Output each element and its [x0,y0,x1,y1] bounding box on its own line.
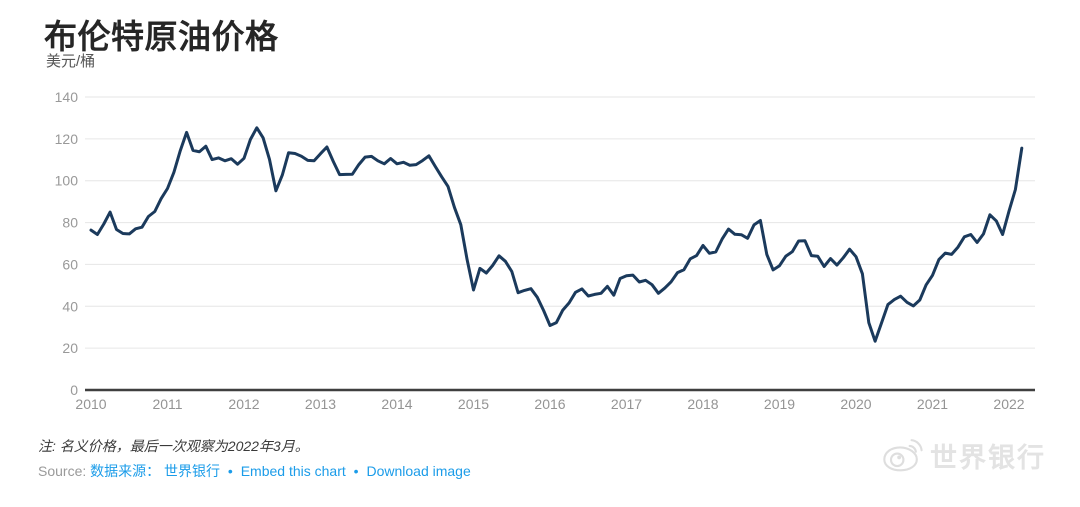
source-line: Source: 数据来源： 世界银行 • Embed this chart • … [38,461,471,481]
watermark-text: 世界银行 [930,443,1046,473]
x-axis-label: 2022 [993,396,1024,412]
y-axis-label: 100 [55,173,79,189]
price-line [89,126,1024,343]
link-separator: • [227,463,233,479]
download-image-link[interactable]: Download image [366,463,471,479]
x-axis-label: 2019 [764,396,795,412]
embed-chart-link[interactable]: Embed this chart [240,463,346,479]
x-axis-label: 2012 [228,396,259,412]
x-axis-label: 2014 [381,396,412,412]
x-axis-label: 2021 [917,396,948,412]
x-axis-label: 2013 [305,396,336,412]
watermark: 世界银行 [880,436,1046,475]
x-axis-label: 2017 [611,396,642,412]
weibo-icon [883,438,923,471]
y-axis-label: 140 [55,89,79,105]
x-axis-label: 2011 [152,396,182,412]
x-axis-label: 2015 [458,396,489,412]
page-title: 布伦特原油价格 [44,18,279,55]
y-axis-label: 40 [62,298,78,314]
link-separator: • [353,463,359,479]
y-axis-label: 20 [62,340,78,356]
chart-note: 注: 名义价格，最后一次观察为2022年3月。 [38,438,309,454]
x-axis-label: 2020 [840,396,871,412]
x-axis-label: 2018 [687,396,718,412]
x-axis-label: 2010 [75,396,106,412]
y-axis-label: 0 [70,382,78,398]
source-label: Source: [38,463,87,479]
x-axis-label: 2016 [534,396,565,412]
source-link[interactable]: 数据来源： 世界银行 [90,463,221,479]
y-axis-label: 60 [62,256,78,272]
y-axis-unit-label: 美元/桶 [46,53,96,70]
y-axis-label: 80 [62,215,78,231]
y-axis-label: 120 [55,131,79,147]
